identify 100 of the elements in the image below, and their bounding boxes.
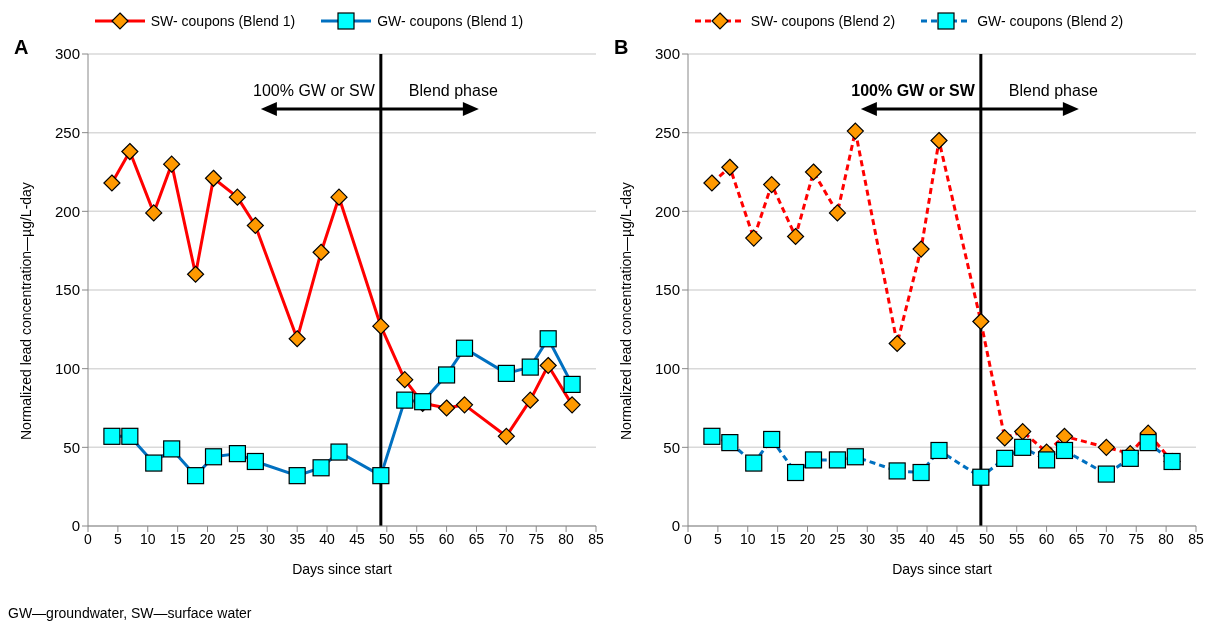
legend-label: GW- coupons (Blend 1)	[377, 13, 524, 29]
point	[145, 454, 163, 472]
point	[455, 396, 474, 414]
point	[930, 441, 948, 460]
point	[312, 459, 330, 477]
x-tick-label: 70	[498, 530, 515, 547]
point	[888, 334, 906, 353]
point	[330, 188, 348, 206]
x-tick-label: 50	[379, 530, 395, 547]
point	[539, 330, 557, 348]
point	[396, 371, 414, 389]
point	[930, 131, 948, 150]
point	[703, 427, 721, 445]
annotation: Blend phase	[408, 82, 498, 99]
point	[996, 429, 1014, 447]
x-tick-label: 25	[229, 530, 246, 547]
x-axis-title: Days since start	[292, 561, 392, 577]
point	[703, 174, 721, 192]
point	[912, 240, 930, 258]
point	[846, 122, 864, 140]
point	[539, 356, 557, 375]
text: GW—groundwater, SW—surface water	[8, 605, 253, 621]
legend-label: SW- coupons (Blend 2)	[750, 13, 896, 29]
point	[763, 430, 781, 449]
point	[786, 227, 805, 246]
x-tick-label: 20	[799, 530, 816, 547]
point	[828, 204, 847, 222]
point	[804, 451, 823, 469]
y-tick-label: 150	[54, 281, 80, 299]
x-tick-label: 0	[684, 530, 693, 547]
x-tick-label: 40	[919, 530, 936, 547]
x-tick-label: 10	[739, 530, 756, 547]
chart-title: B	[614, 36, 629, 59]
point	[437, 366, 456, 384]
point	[288, 467, 306, 485]
y-tick-label: 250	[54, 123, 80, 141]
y-tick-label: 0	[71, 517, 80, 535]
x-tick-label: 75	[1128, 530, 1145, 547]
point	[521, 358, 539, 376]
point	[163, 440, 181, 458]
point	[912, 463, 930, 482]
x-tick-label: 85	[588, 530, 604, 547]
x-tick-label: 55	[1008, 530, 1025, 547]
point	[330, 443, 348, 461]
point	[563, 396, 581, 414]
point	[745, 454, 763, 472]
x-tick-label: 0	[84, 530, 93, 547]
point	[1055, 441, 1074, 460]
y-tick-label: 300	[654, 45, 680, 63]
point	[186, 467, 205, 485]
point	[228, 445, 247, 463]
y-tick-label: 250	[654, 123, 680, 141]
point	[228, 188, 247, 206]
point	[1097, 438, 1115, 456]
y-tick-label: 150	[654, 281, 680, 299]
x-tick-label: 50	[979, 530, 995, 547]
point	[455, 339, 474, 357]
point	[246, 452, 264, 471]
point	[846, 448, 864, 466]
x-tick-label: 30	[259, 530, 276, 547]
point	[121, 427, 139, 445]
point	[396, 391, 414, 409]
y-tick-label: 0	[671, 517, 680, 535]
point	[103, 427, 121, 445]
point	[497, 427, 515, 445]
y-axis-title: Normalized lead concentration—µg/L-day	[617, 182, 634, 440]
point	[1097, 465, 1115, 483]
x-tick-label: 45	[949, 530, 965, 547]
x-tick-label: 45	[349, 530, 365, 547]
y-tick-label: 300	[54, 45, 80, 63]
point	[1139, 434, 1157, 452]
point	[996, 449, 1014, 467]
y-axis-title: Normalized lead concentration—µg/L-day	[17, 182, 34, 440]
x-tick-label: 35	[289, 530, 306, 547]
point	[186, 265, 205, 283]
point	[497, 364, 515, 382]
x-tick-label: 60	[1038, 530, 1055, 547]
annotation: 100% GW or SW	[253, 82, 376, 99]
y-tick-label: 50	[663, 438, 680, 456]
x-tick-label: 10	[139, 530, 156, 547]
point	[1037, 451, 1056, 469]
legend-label: GW- coupons (Blend 2)	[977, 13, 1124, 29]
point	[204, 169, 223, 187]
point	[372, 467, 390, 485]
x-tick-label: 15	[769, 530, 786, 547]
x-tick-label: 65	[1068, 530, 1085, 547]
point	[888, 462, 906, 480]
point	[103, 174, 121, 192]
legend-label: SW- coupons (Blend 1)	[150, 13, 296, 29]
x-axis-title: Days since start	[892, 561, 992, 577]
y-tick-label: 100	[654, 359, 680, 377]
x-tick-label: 30	[859, 530, 876, 547]
point	[372, 317, 390, 335]
point	[804, 163, 823, 181]
x-tick-label: 60	[438, 530, 455, 547]
x-tick-label: 70	[1098, 530, 1115, 547]
y-tick-label: 200	[654, 202, 680, 220]
point	[563, 375, 581, 393]
annotation: Blend phase	[1008, 82, 1098, 99]
chart-title: A	[14, 36, 29, 59]
